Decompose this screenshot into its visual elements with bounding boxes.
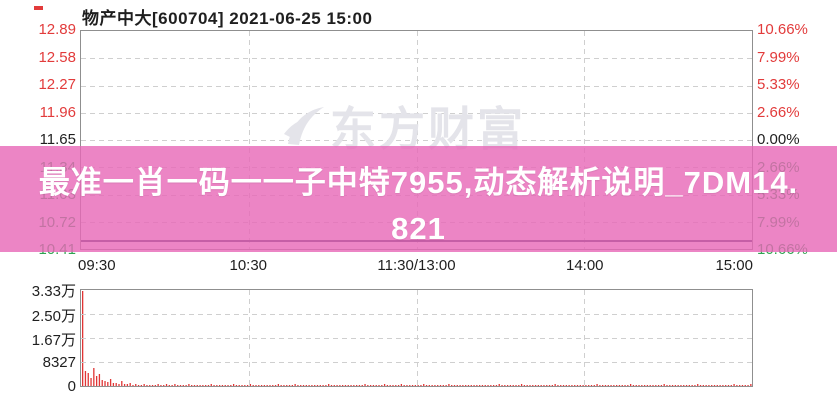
gridline-h [81,140,752,141]
gridline-h [81,58,752,59]
time-tick: 10:30 [229,257,268,274]
gridline-h [81,86,752,87]
gridline-h [81,338,752,339]
price-tick: 12.27 [38,76,76,93]
volume-tick: 0 [67,378,76,395]
percent-tick: 5.33% [757,76,800,93]
price-tick: 12.89 [38,21,76,38]
percent-tick: 0.00% [757,131,800,148]
gridline-v [584,290,585,386]
gridline-v [249,31,250,249]
price-tick: 12.58 [38,48,76,66]
gridline-h [81,362,752,363]
time-tick: 14:00 [565,257,604,274]
watermark: 东方财富 [282,104,526,153]
volume-tick: 1.67万 [31,332,76,349]
price-tick: 11.96 [39,103,76,121]
gridline-v [584,31,585,249]
gridline-v [417,31,418,249]
time-tick: 09:30 [78,257,116,274]
price-tick: 11.65 [39,131,76,148]
promo-overlay-banner: 最准一肖一码一一子中特7955,动态解析说明_7DM14. 821 [0,146,837,252]
time-tick: 15:00 [715,257,753,274]
red-marker [34,6,43,10]
eastmoney-swoosh-icon [282,104,326,153]
gridline-h [81,314,752,315]
volume-tick: 2.50万 [31,307,76,325]
time-tick: 11:30/13:00 [377,257,456,274]
volume-plot-area [80,289,753,387]
promo-overlay-text-line1: 最准一肖一码一一子中特7955,动态解析说明_7DM14. [38,165,799,200]
percent-tick: 2.66% [757,103,800,121]
percent-tick: 7.99% [757,48,800,66]
promo-overlay-text-line2: 821 [391,211,446,246]
gridline-h [81,113,752,114]
volume-tick: 8327 [42,353,76,371]
percent-tick: 10.66% [757,21,808,38]
chart-title: 物产中大[600704] 2021-06-25 15:00 [82,9,373,28]
watermark-text: 东方财富 [330,102,526,155]
gridline-v [417,290,418,386]
volume-tick: 3.33万 [31,283,76,300]
